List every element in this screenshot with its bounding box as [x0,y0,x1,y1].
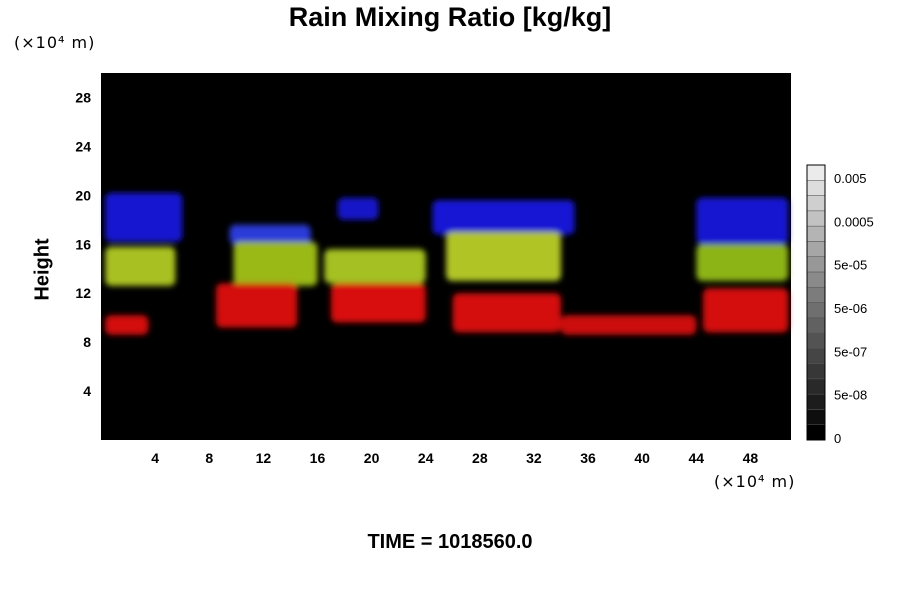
time-label: TIME = 1018560.0 [367,531,533,553]
x-tick-label: 40 [634,450,650,466]
x-tick-label: 44 [689,450,705,466]
colorbar-swatch [806,378,826,395]
y-tick-label: 20 [75,187,91,203]
x-unit-label: (×10⁴ m) [714,472,796,491]
data-region-12 [331,283,426,323]
colorbar [806,164,826,441]
colorbar-tick-label: 5e-08 [834,388,867,403]
colorbar-swatch [806,424,826,441]
colorbar-swatch [806,210,826,227]
y-tick-label: 12 [75,285,91,301]
colorbar-swatch [806,164,826,181]
colorbar-swatch [806,363,826,380]
data-region-6 [233,241,318,286]
colorbar-swatch [806,317,826,334]
data-region-15 [703,288,789,333]
x-tick-label: 4 [151,450,159,466]
x-tick-label: 32 [526,450,542,466]
data-region-14 [561,315,697,335]
colorbar-tick-label: 0.0005 [834,214,874,229]
colorbar-swatch [806,409,826,425]
x-tick-label: 20 [364,450,380,466]
x-ticks: 4 8 12 16 20 24 28 32 36 40 44 48 [151,450,758,466]
colorbar-swatch [806,225,826,242]
y-tick-label: 28 [75,89,91,105]
chart-title: Rain Mixing Ratio [kg/kg] [288,2,612,32]
colorbar-tick-label: 5e-05 [834,258,867,273]
data-region-0 [105,192,183,242]
x-tick-label: 24 [418,450,434,466]
data-region-3 [432,200,575,235]
colorbar-swatch [806,271,826,288]
colorbar-ticks: 0.005 0.0005 5e-05 5e-06 5e-07 5e-08 0 [834,171,874,446]
y-tick-label: 4 [83,383,91,399]
colorbar-swatch [806,302,826,319]
x-tick-label: 8 [205,450,213,466]
colorbar-swatch [806,286,826,303]
x-tick-label: 48 [743,450,759,466]
x-tick-label: 16 [310,450,326,466]
data-region-13 [452,293,561,333]
colorbar-swatch [806,180,826,196]
colorbar-tick-label: 0 [834,431,841,446]
colorbar-swatch [806,241,826,257]
y-tick-label: 16 [75,236,91,252]
colorbar-tick-label: 5e-06 [834,301,867,316]
y-tick-label: 8 [83,334,91,350]
data-region-4 [696,197,789,245]
y-tick-label: 24 [75,138,91,154]
data-region-10 [105,315,149,335]
colorbar-swatch [806,332,826,349]
colorbar-swatch [806,348,826,364]
data-region-5 [105,246,176,286]
colorbar-swatch [806,393,826,410]
colorbar-swatch [806,256,826,273]
x-tick-label: 36 [580,450,596,466]
x-tick-label: 12 [256,450,272,466]
x-tick-label: 28 [472,450,488,466]
data-region-2 [337,197,379,220]
data-regions [105,192,789,335]
colorbar-tick-label: 5e-07 [834,344,867,359]
data-region-9 [696,244,789,281]
colorbar-tick-label: 0.005 [834,171,867,186]
colorbar-frame [806,164,826,441]
data-region-1 [229,224,311,245]
data-region-7 [324,249,426,284]
colorbar-swatch [806,195,826,212]
y-unit-label: (×10⁴ m) [14,33,96,52]
y-ticks: 4 8 12 16 20 24 28 [75,89,91,399]
data-region-8 [446,232,561,281]
data-region-11 [216,283,298,328]
